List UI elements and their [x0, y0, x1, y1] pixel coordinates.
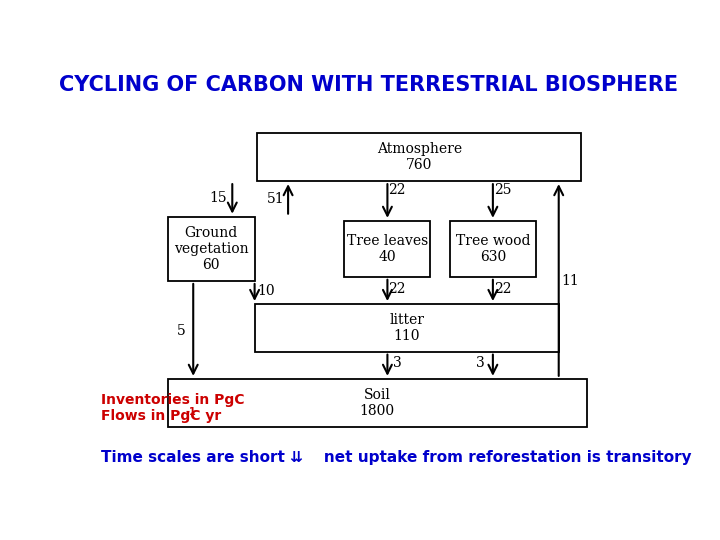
FancyBboxPatch shape — [255, 304, 559, 352]
Text: Inventories in PgC: Inventories in PgC — [101, 393, 245, 407]
Text: CYCLING OF CARBON WITH TERRESTRIAL BIOSPHERE: CYCLING OF CARBON WITH TERRESTRIAL BIOSP… — [60, 75, 678, 95]
Text: 5: 5 — [176, 324, 185, 338]
Text: -1: -1 — [186, 407, 197, 417]
Text: litter
110: litter 110 — [390, 313, 424, 343]
Text: 3: 3 — [392, 356, 401, 370]
Text: 3: 3 — [476, 356, 485, 370]
Text: 15: 15 — [210, 191, 227, 205]
FancyBboxPatch shape — [168, 379, 587, 427]
FancyBboxPatch shape — [450, 221, 536, 277]
Text: 22: 22 — [388, 183, 405, 197]
Text: Soil
1800: Soil 1800 — [360, 388, 395, 418]
Text: 22: 22 — [388, 281, 405, 295]
Text: 11: 11 — [561, 274, 579, 288]
FancyBboxPatch shape — [258, 133, 581, 181]
Text: Tree leaves
40: Tree leaves 40 — [346, 234, 428, 264]
Text: 22: 22 — [494, 281, 512, 295]
Text: 10: 10 — [257, 284, 274, 298]
Text: Flows in PgC yr: Flows in PgC yr — [101, 409, 222, 423]
Text: Atmosphere
760: Atmosphere 760 — [377, 142, 462, 172]
Text: 51: 51 — [267, 192, 284, 206]
Text: Time scales are short ⇊    net uptake from reforestation is transitory: Time scales are short ⇊ net uptake from … — [101, 450, 692, 465]
Text: Ground
vegetation
60: Ground vegetation 60 — [174, 226, 248, 272]
Text: 25: 25 — [494, 183, 512, 197]
Text: Tree wood
630: Tree wood 630 — [456, 234, 531, 264]
FancyBboxPatch shape — [344, 221, 431, 277]
FancyBboxPatch shape — [168, 217, 255, 281]
